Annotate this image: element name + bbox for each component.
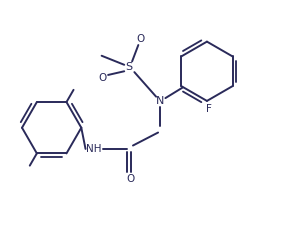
Text: N: N	[156, 96, 164, 106]
Text: F: F	[206, 104, 212, 114]
Text: O: O	[127, 174, 135, 184]
Text: S: S	[126, 62, 133, 72]
Text: O: O	[98, 73, 106, 83]
Text: NH: NH	[86, 144, 102, 154]
Text: O: O	[137, 34, 145, 44]
